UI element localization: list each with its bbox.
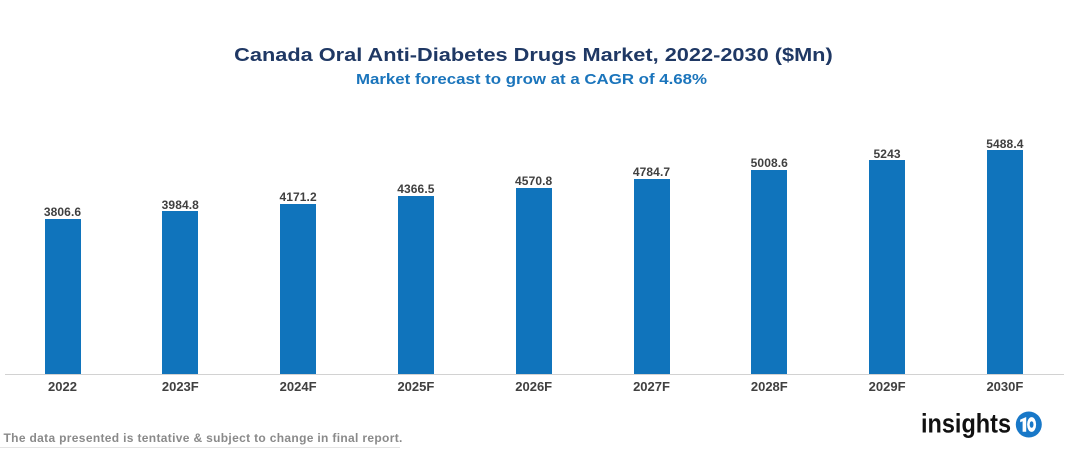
svg-text:insights: insights <box>921 409 1011 439</box>
